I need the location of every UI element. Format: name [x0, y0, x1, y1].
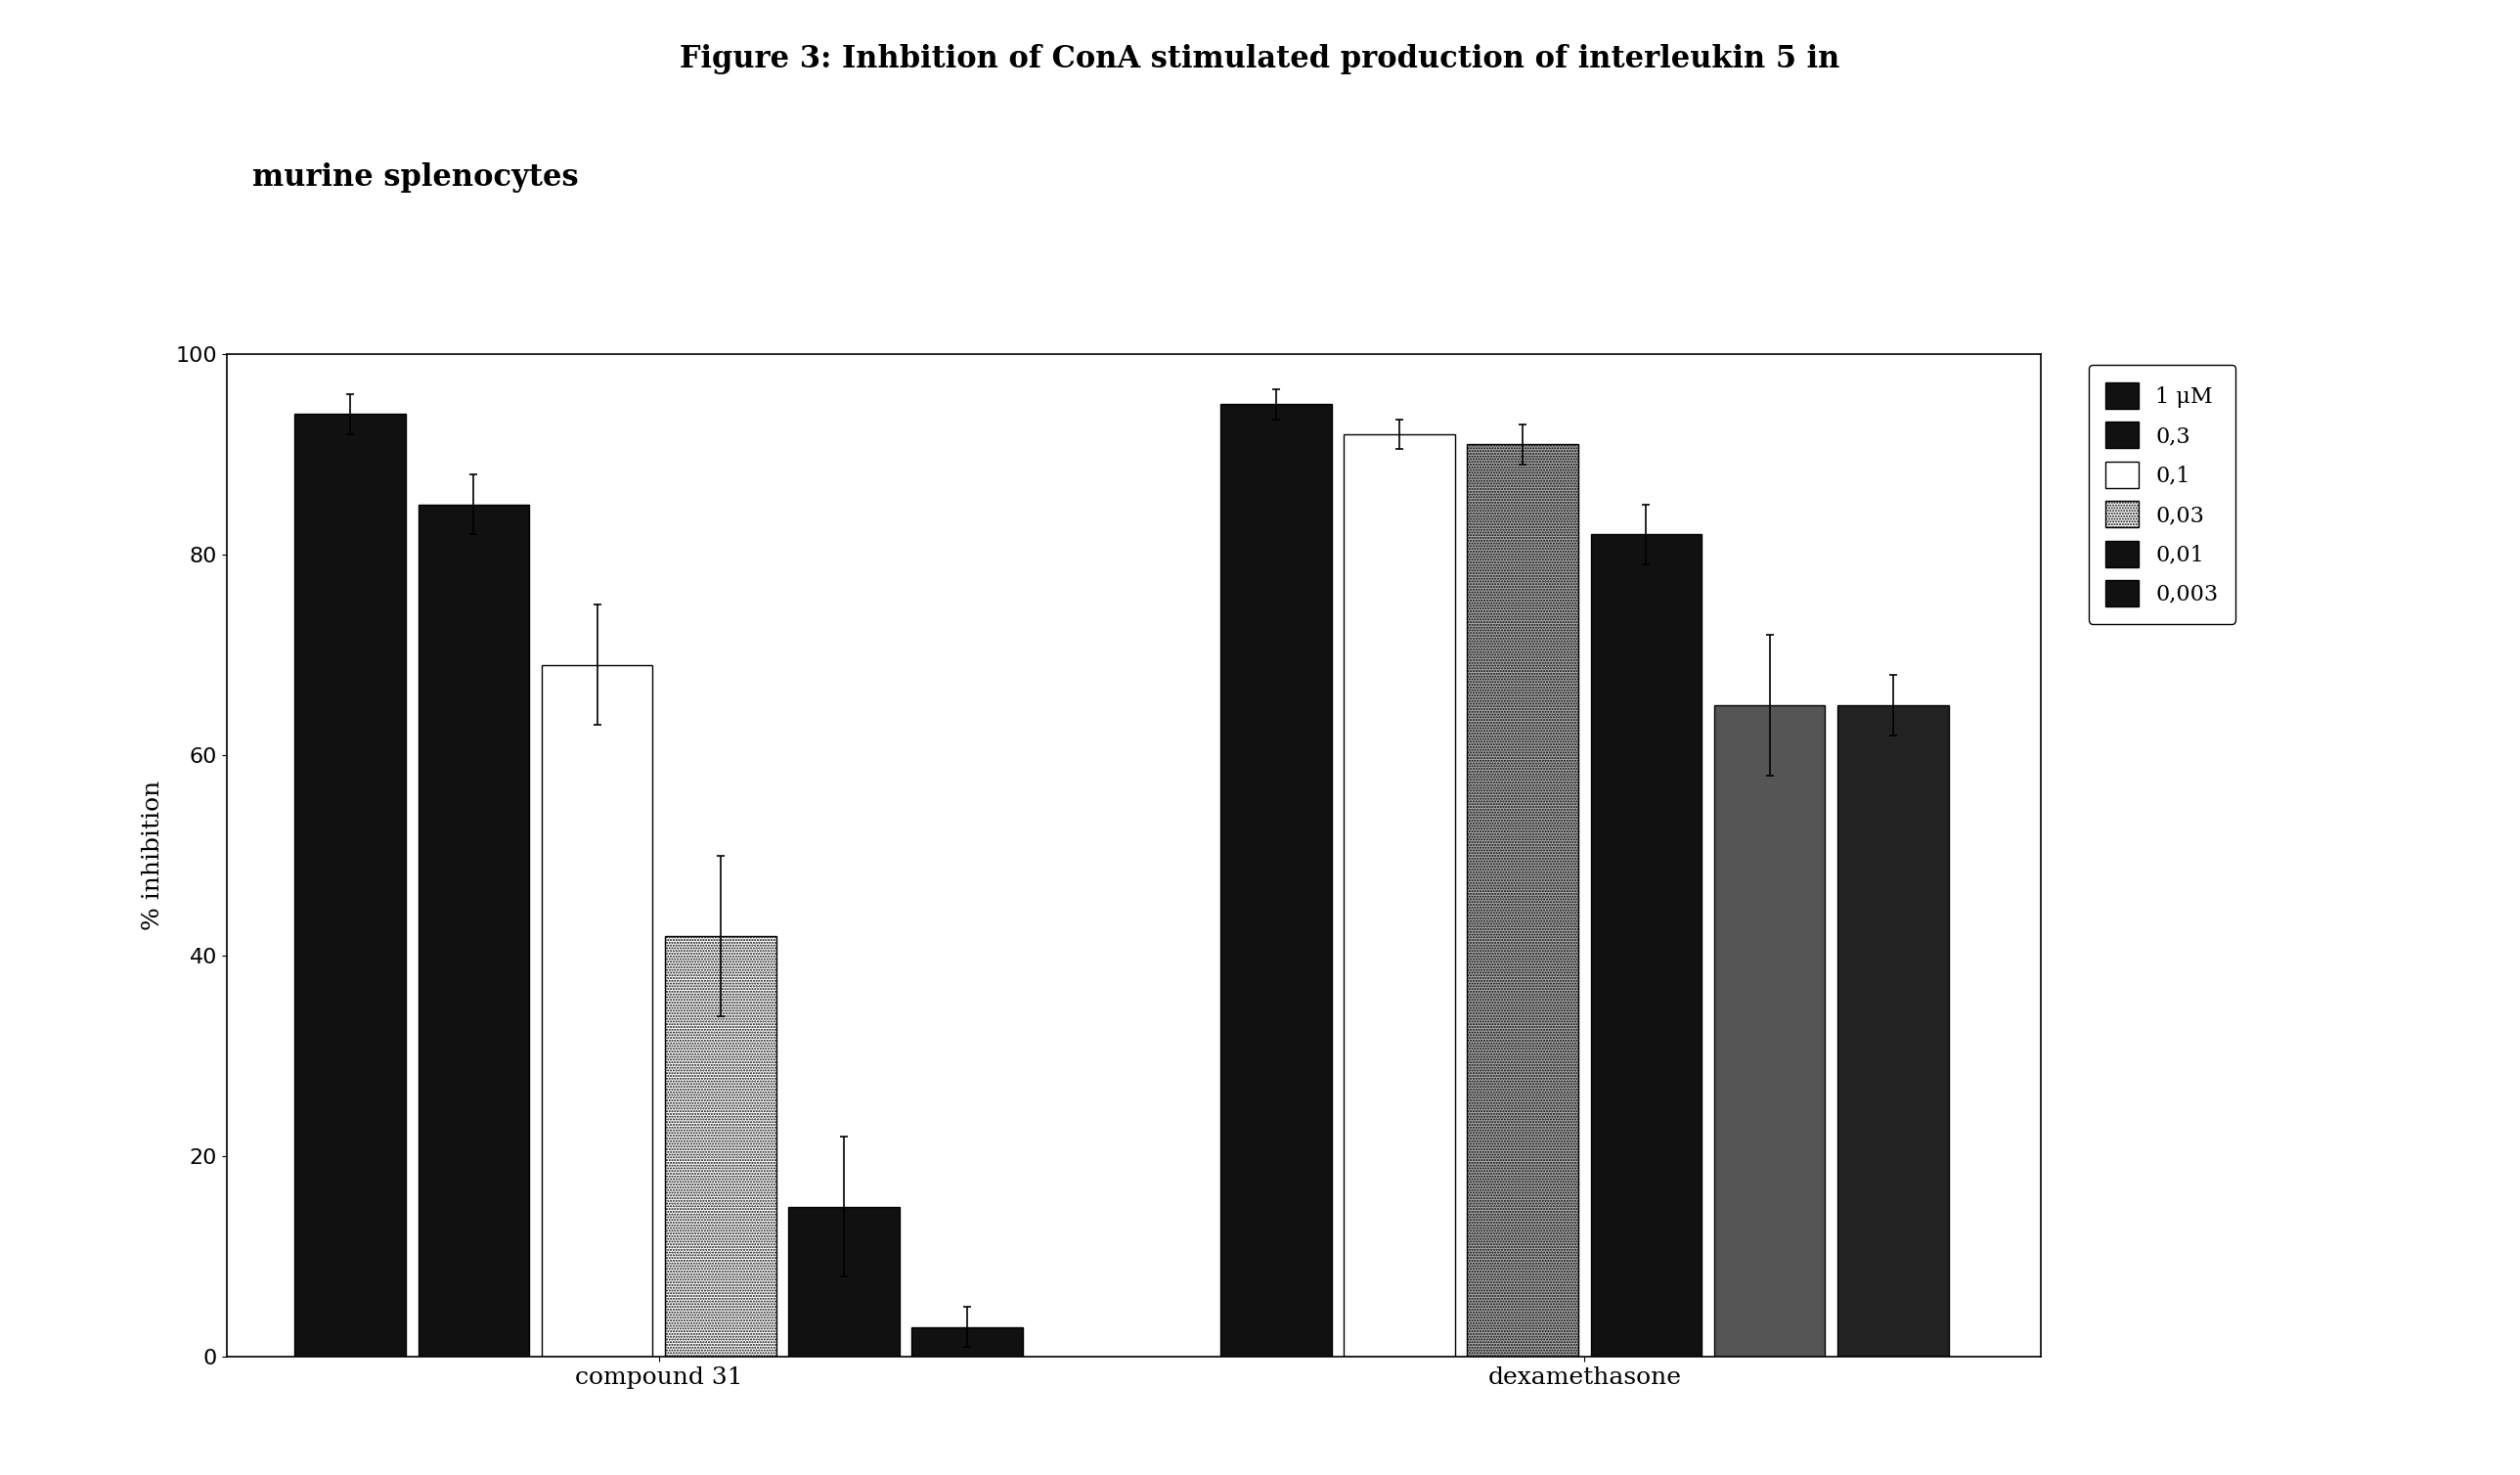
Bar [418, 504, 529, 1357]
Bar [295, 414, 406, 1357]
Bar [789, 1207, 900, 1357]
Legend: 1 μM, 0,3, 0,1, 0,03, 0,01, 0,003: 1 μM, 0,3, 0,1, 0,03, 0,01, 0,003 [2089, 364, 2235, 624]
Bar [1343, 434, 1454, 1357]
Bar [1837, 705, 1948, 1357]
Bar [1220, 404, 1331, 1357]
Text: murine splenocytes: murine splenocytes [252, 162, 577, 193]
Bar [1467, 444, 1578, 1357]
Bar [1590, 534, 1701, 1357]
Bar [912, 1328, 1023, 1357]
Bar [665, 935, 776, 1357]
Text: Figure 3: Inhbition of ConA stimulated production of interleukin 5 in: Figure 3: Inhbition of ConA stimulated p… [680, 44, 1840, 75]
Bar [542, 665, 653, 1357]
Y-axis label: % inhibition: % inhibition [141, 780, 164, 931]
Bar [1714, 705, 1824, 1357]
